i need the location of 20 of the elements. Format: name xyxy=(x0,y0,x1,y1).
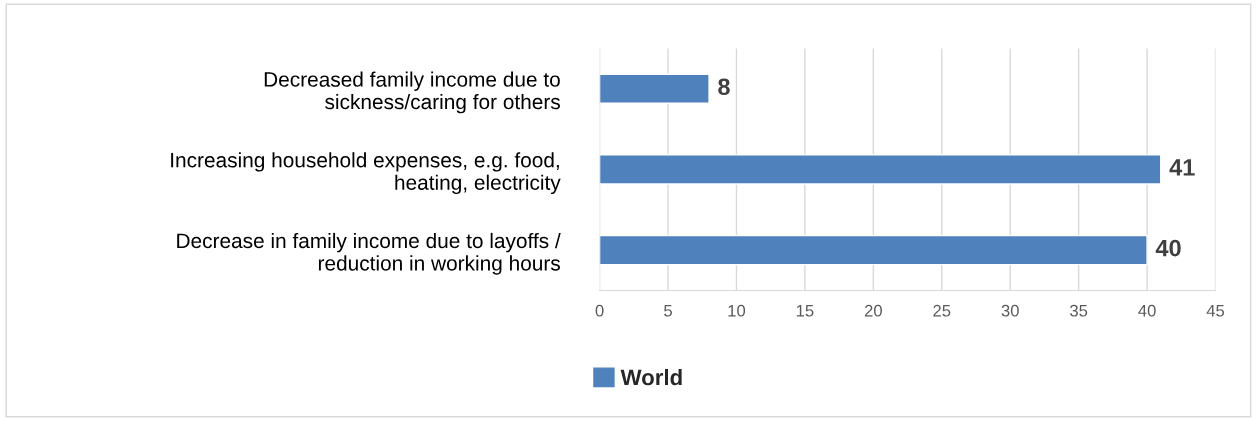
x-tick-label: 15 xyxy=(796,304,814,317)
data-label: 8 xyxy=(718,78,730,96)
x-tick-label: 5 xyxy=(664,304,672,317)
data-label: 40 xyxy=(1155,239,1181,257)
y-tick-label: Increasing household expenses, e.g. food, heating, electricity xyxy=(171,152,561,195)
data-label: 41 xyxy=(1169,159,1195,176)
x-tick-label: 0 xyxy=(595,304,604,317)
bar xyxy=(599,154,1162,185)
y-tick-label: Decreased family income due to sickness/caring for others xyxy=(264,71,560,114)
bar xyxy=(599,73,710,104)
x-tick-label: 10 xyxy=(728,304,746,317)
x-tick-label: 35 xyxy=(1070,304,1088,317)
x-tick-label: 20 xyxy=(864,304,882,317)
y-tick-label: Decrease in family income due to layoffs / reduction in working hours xyxy=(177,232,561,275)
x-tick-label: 25 xyxy=(933,304,951,317)
bar xyxy=(599,234,1148,266)
x-tick-label: 30 xyxy=(1001,304,1019,317)
x-tick-label: 40 xyxy=(1138,304,1156,317)
legend-label: World xyxy=(620,368,682,386)
x-tick-label: 45 xyxy=(1206,304,1225,317)
